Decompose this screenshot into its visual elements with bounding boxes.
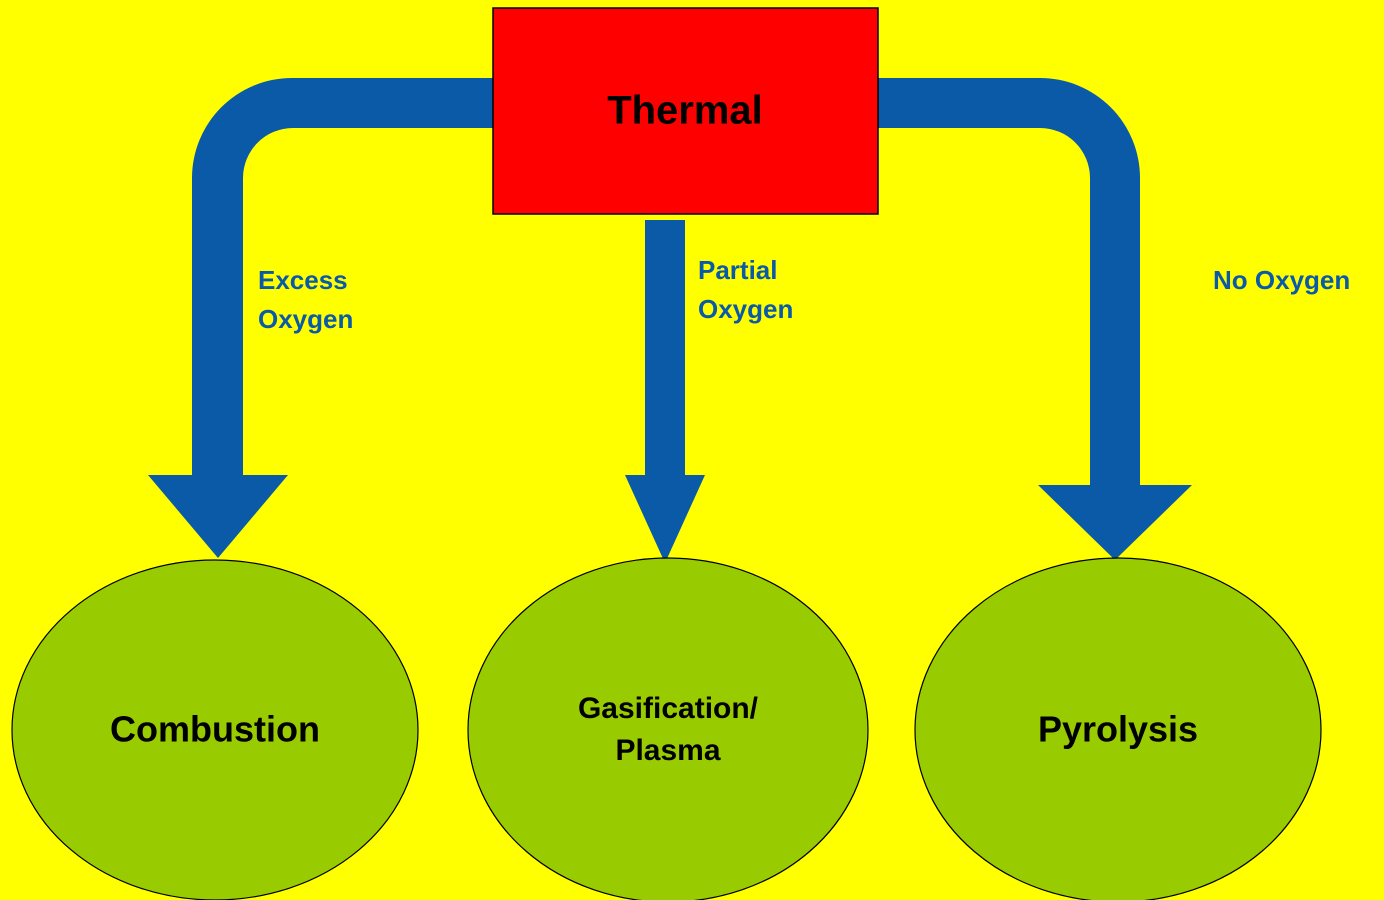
node-ellipse [914, 557, 1322, 900]
arrow-left [148, 78, 493, 558]
edge-label: Partial [698, 255, 778, 285]
arrow-middle [625, 220, 705, 563]
node-label: Gasification/ [578, 692, 759, 725]
edge-label: Oxygen [258, 304, 353, 334]
edge-label: Excess [258, 265, 348, 295]
edge-label: No Oxygen [1213, 265, 1350, 295]
node-label: Combustion [110, 709, 320, 750]
node-label: Pyrolysis [1038, 709, 1198, 750]
node-ellipse [11, 559, 419, 900]
node-ellipse [467, 557, 869, 900]
root-label: Thermal [607, 89, 763, 133]
arrow-right [878, 78, 1192, 560]
edge-label: Oxygen [698, 294, 793, 324]
root-box [492, 7, 879, 215]
node-label: Plasma [615, 734, 720, 767]
